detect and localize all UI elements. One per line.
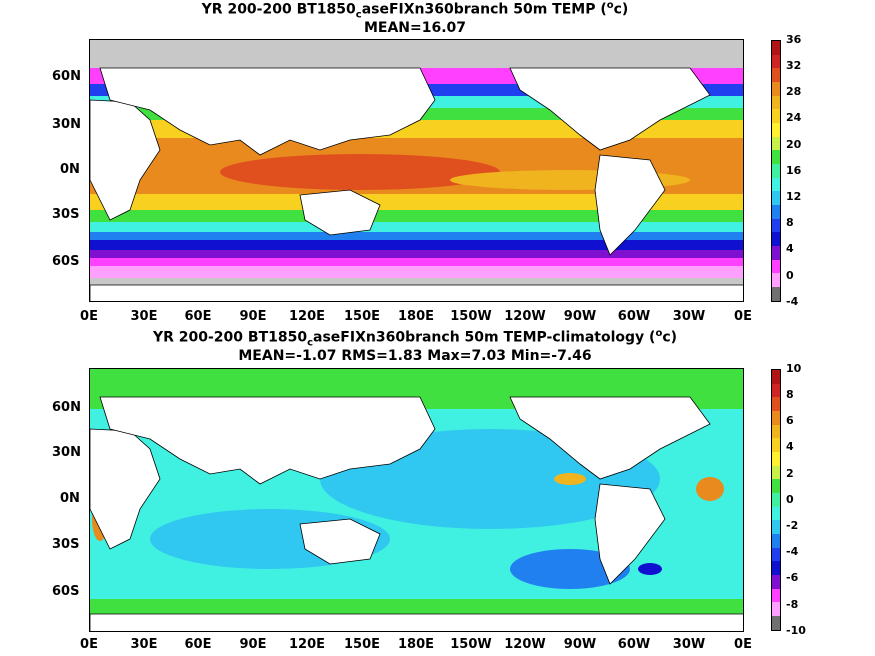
lon-label: 0E (734, 637, 752, 652)
colorbar-label: 32 (786, 59, 802, 72)
colorbar-label: -4 (786, 545, 799, 558)
colorbar-label: 0 (786, 493, 794, 506)
lon-label: 150E (343, 309, 381, 324)
anomaly-field (90, 369, 743, 631)
colorbar-label: -2 (786, 519, 799, 532)
panel1-title: YR 200-200 BT1850caseFIXn360branch 50m T… (201, 0, 629, 21)
colorbar-label: -6 (786, 571, 799, 584)
lat-label: 60N (52, 69, 81, 84)
lat-label: 30N (52, 117, 81, 132)
panel-temperature-anomaly: YR 200-200 BT1850caseFIXn360branch 50m T… (0, 326, 875, 656)
colorbar-label: 0 (786, 269, 794, 282)
colorbar-label: 24 (786, 111, 802, 124)
lon-label: 180E (397, 637, 435, 652)
panel1-subtitle: MEAN=16.07 (363, 20, 467, 36)
panel-temperature: YR 200-200 BT1850caseFIXn360branch 50m T… (0, 0, 875, 324)
colorbar-label: -10 (786, 624, 806, 637)
lon-label: 60E (184, 637, 212, 652)
colorbar-anomaly (771, 369, 781, 631)
lon-label: 60E (184, 309, 212, 324)
colorbar-label: -4 (786, 295, 799, 308)
colorbar-label: 2 (786, 467, 794, 480)
colorbar-label: 16 (786, 164, 802, 177)
colorbar-label: 10 (786, 362, 802, 375)
lon-label: 90W (563, 309, 597, 324)
colorbar-label: 8 (786, 388, 794, 401)
lon-label: 120E (288, 637, 326, 652)
panel2-subtitle: MEAN=-1.07 RMS=1.83 Max=7.03 Min=-7.46 (238, 348, 592, 364)
colorbar-label: 4 (786, 440, 794, 453)
colorbar-temperature (771, 40, 781, 302)
lon-label: 60W (617, 309, 651, 324)
lon-label: 30E (130, 637, 158, 652)
lat-label: 30N (52, 445, 81, 460)
lon-label: 0E (80, 637, 98, 652)
lon-label: 30W (672, 309, 706, 324)
colorbar-label: 4 (786, 242, 794, 255)
colorbar-label: 8 (786, 216, 794, 229)
lon-label: 90E (239, 637, 267, 652)
colorbar-label: -8 (786, 598, 799, 611)
map-temperature (89, 39, 744, 302)
map-temperature-anomaly (89, 368, 744, 632)
lon-label: 30E (130, 309, 158, 324)
colorbar-label: 20 (786, 138, 802, 151)
lat-label: 0N (60, 162, 80, 177)
lat-label: 60S (52, 254, 80, 269)
lon-label: 120W (504, 637, 546, 652)
lat-label: 30S (52, 537, 80, 552)
lon-label: 120E (288, 309, 326, 324)
lon-label: 90W (563, 637, 597, 652)
lon-label: 180E (397, 309, 435, 324)
lon-label: 150W (450, 309, 492, 324)
temperature-field (90, 40, 743, 301)
lon-label: 0E (80, 309, 98, 324)
colorbar-label: 36 (786, 33, 802, 46)
colorbar-label: 6 (786, 414, 794, 427)
lon-label: 150W (450, 637, 492, 652)
lat-label: 60N (52, 400, 81, 415)
lon-label: 60W (617, 637, 651, 652)
panel2-title: YR 200-200 BT1850caseFIXn360branch 50m T… (152, 328, 678, 349)
lon-label: 150E (343, 637, 381, 652)
lat-label: 60S (52, 584, 80, 599)
lat-label: 30S (52, 207, 80, 222)
lon-label: 0E (734, 309, 752, 324)
colorbar-label: 28 (786, 85, 802, 98)
colorbar-label: 12 (786, 190, 802, 203)
lat-label: 0N (60, 491, 80, 506)
lon-label: 120W (504, 309, 546, 324)
lon-label: 30W (672, 637, 706, 652)
lon-label: 90E (239, 309, 267, 324)
